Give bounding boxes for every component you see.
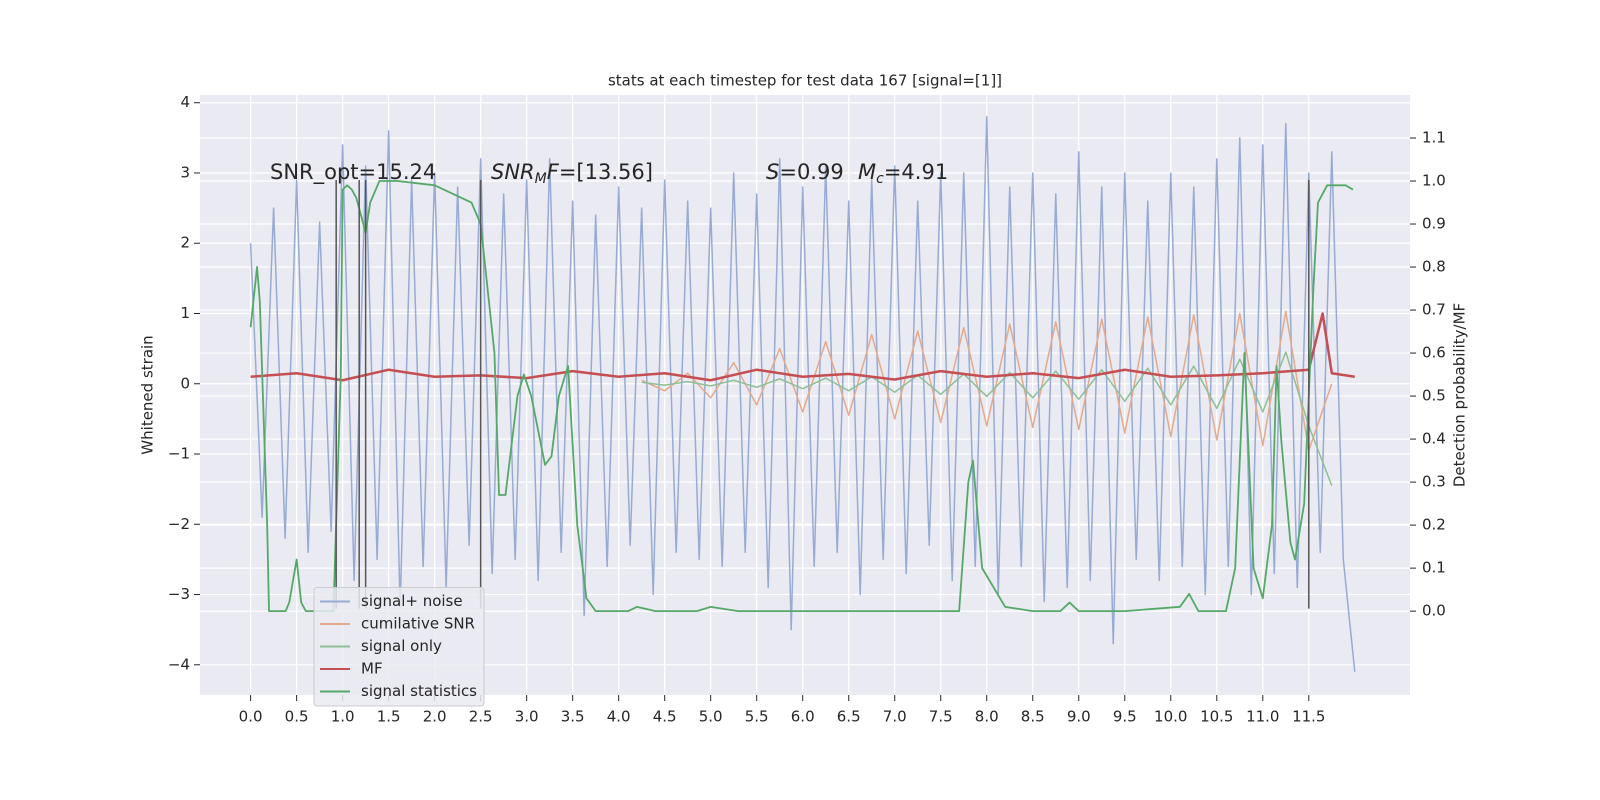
annotation: S=0.99: [766, 160, 844, 184]
annotation-text: =0.99: [779, 160, 843, 184]
x-tick-label: 1.5: [377, 708, 401, 726]
annotation-text: SNR_opt=15.24: [270, 160, 436, 185]
x-tick-label: 9.0: [1067, 708, 1091, 726]
x-tick-label: 10.0: [1154, 708, 1187, 726]
plot: [249, 116, 1356, 672]
annotation-subscript: M: [535, 171, 547, 187]
x-tick-label: 0.5: [285, 708, 309, 726]
legend-box: [313, 587, 485, 707]
y2-tick-label: 0.1: [1422, 559, 1446, 577]
annotation: SNR_opt=15.24: [270, 160, 436, 185]
annotation-text: =[13.56]: [559, 160, 653, 184]
x-tick-label: 1.0: [331, 708, 355, 726]
x-tick-label: 2.5: [469, 708, 493, 726]
y-tick-label: −2: [168, 515, 190, 533]
x-tick-label: 11.5: [1292, 708, 1325, 726]
x-tick-label: 0.0: [239, 708, 263, 726]
x-tick-label: 7.5: [929, 708, 953, 726]
annotation-text: M: [858, 160, 876, 184]
x-tick-label: 6.5: [837, 708, 861, 726]
x-tick-label: 3.0: [515, 708, 539, 726]
y-tick-label: −3: [168, 585, 190, 603]
chart-title: stats at each timestep for test data 167…: [608, 72, 1002, 90]
y-tick-label: 3: [180, 163, 190, 181]
legend-label: MF: [361, 660, 383, 678]
x-tick-label: 6.0: [791, 708, 815, 726]
y2-tick-label: 0.7: [1422, 301, 1446, 319]
series-line: [249, 116, 1356, 672]
y2-tick-label: 0.9: [1422, 215, 1446, 233]
annotation-text: S: [766, 160, 779, 184]
x-tick-label: 5.0: [699, 708, 723, 726]
legend-label: signal only: [361, 637, 442, 655]
x-tick-label: 10.5: [1200, 708, 1233, 726]
legend-label: cumilative SNR: [361, 615, 475, 633]
annotation-text: SNR: [491, 160, 535, 184]
y-axis-label: Whitened strain: [139, 335, 157, 454]
series-line: [641, 351, 1333, 486]
y2-tick-label: 0.8: [1422, 258, 1446, 276]
series-line: [249, 180, 1354, 613]
x-tick-label: 2.0: [423, 708, 447, 726]
y2-tick-label: 0.2: [1422, 516, 1446, 534]
y-tick-label: 4: [180, 93, 190, 111]
y-tick-label: 2: [180, 234, 190, 252]
x-tick-label: 8.0: [975, 708, 999, 726]
annotation-text: =4.91: [884, 160, 948, 184]
y2-tick-label: 0.6: [1422, 344, 1446, 362]
x-tick-label: 8.5: [1021, 708, 1045, 726]
y2-tick-label: 0.5: [1422, 387, 1446, 405]
y2-tick-label: 1.1: [1422, 129, 1446, 147]
y-tick-label: 1: [180, 304, 190, 322]
y2-axis-label: Detection probability/MF: [1451, 303, 1469, 487]
y2-tick-label: 1.0: [1422, 172, 1446, 190]
x-tick-label: 4.0: [607, 708, 631, 726]
annotation-text: F: [547, 160, 560, 184]
x-tick-label: 7.0: [883, 708, 907, 726]
annotation: Mc=4.91: [858, 160, 948, 187]
x-tick-label: 5.5: [745, 708, 769, 726]
y-tick-label: 0: [180, 374, 190, 392]
x-tick-label: 11.0: [1246, 708, 1279, 726]
legend-label: signal statistics: [361, 682, 477, 700]
y-tick-label: −1: [168, 445, 190, 463]
x-tick-label: 3.5: [561, 708, 585, 726]
annotation-subscript: c: [876, 171, 884, 187]
y2-tick-label: 0.3: [1422, 473, 1446, 491]
legend-label: signal+ noise: [361, 592, 463, 610]
annotation: SNRMF=[13.56]: [491, 160, 653, 187]
y2-tick-label: 0.0: [1422, 602, 1446, 620]
series-line: [250, 312, 1355, 382]
legend: signal+ noise cumilative SNR signal only MF…: [313, 587, 485, 707]
y2-tick-label: 0.4: [1422, 430, 1446, 448]
x-tick-label: 9.5: [1113, 708, 1137, 726]
y-tick-label: −4: [168, 655, 190, 673]
series-line: [641, 310, 1333, 452]
x-tick-label: 4.5: [653, 708, 677, 726]
